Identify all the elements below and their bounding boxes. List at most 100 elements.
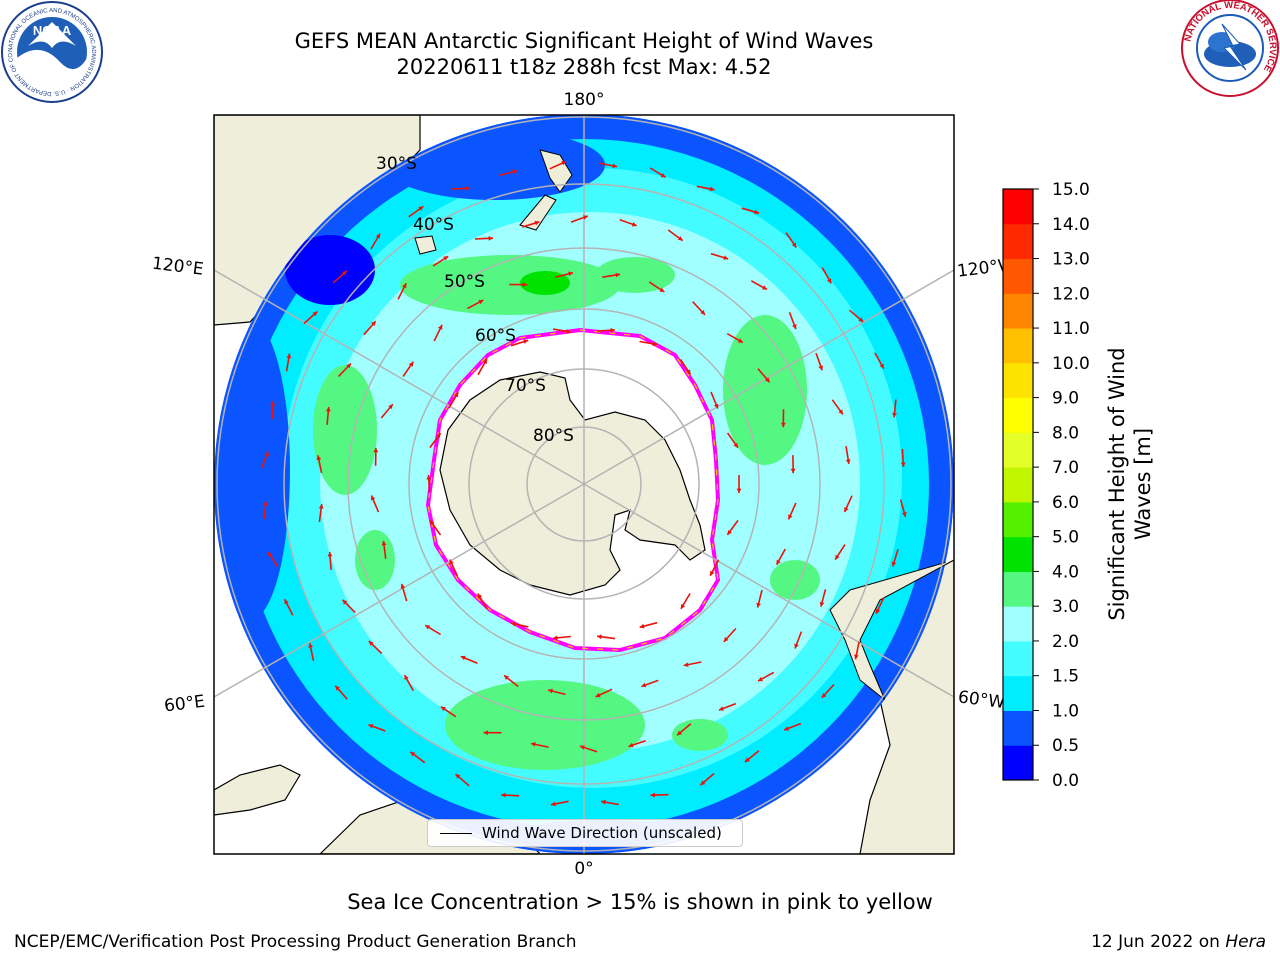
wind-wave-arrow-head bbox=[368, 641, 374, 646]
colorbar-ticks: 0.0 0.5 1.0 1.5 2.0 3.0 4.0 5.0 6.0 7.0 8.0 9.0 10.0… bbox=[1033, 180, 1090, 791]
wind-wave-arrow-head bbox=[523, 339, 529, 344]
nws-logo: NATIONAL WEATHER SERVICE bbox=[1181, 0, 1279, 97]
colorbar-tick-label: 9.0 bbox=[1052, 389, 1079, 409]
wind-wave-arrow-head bbox=[404, 675, 409, 680]
wind-wave-arrow-head bbox=[756, 602, 761, 608]
colorbar-tick-label: 1.0 bbox=[1052, 701, 1079, 721]
colorbar-tick-label: 3.0 bbox=[1052, 597, 1079, 617]
wind-wave-arrow-head bbox=[612, 163, 618, 169]
wind-wave-arrow-head bbox=[892, 412, 897, 418]
wind-wave-arrow-head bbox=[788, 514, 793, 520]
wind-wave-arrow-head bbox=[736, 488, 742, 493]
wind-wave-arrow-head bbox=[628, 742, 634, 748]
wind-wave-arrow-head bbox=[827, 278, 832, 284]
colorbar-tick-label: 8.0 bbox=[1052, 423, 1079, 443]
colorbar-bin bbox=[1003, 501, 1033, 538]
wind-wave-arrow-head bbox=[477, 593, 483, 599]
colorbar-label-line2: Waves [m] bbox=[1131, 428, 1155, 540]
wind-wave-arrow-head bbox=[677, 236, 683, 241]
noaa-logo-text: NOAA bbox=[33, 23, 72, 38]
wind-wave-arrow-head bbox=[426, 475, 432, 480]
wind-wave-arrow-head bbox=[818, 365, 823, 371]
wind-wave-arrow-head bbox=[346, 363, 351, 369]
wind-wave-arrow-head bbox=[316, 455, 322, 461]
wind-wave-arrow-head bbox=[312, 311, 318, 317]
colorbar-bin bbox=[1003, 536, 1033, 572]
lat-label-70s: 70°S bbox=[505, 376, 546, 396]
wind-wave-arrow-head bbox=[566, 329, 571, 334]
colorbar-tick-label: 15.0 bbox=[1052, 180, 1090, 200]
lat-label-80s: 80°S bbox=[533, 426, 574, 446]
wind-wave-arrow-head bbox=[568, 271, 573, 277]
wind-wave-arrow-head bbox=[838, 409, 843, 415]
wind-wave-arrow-head bbox=[615, 272, 621, 278]
wind-wave-arrow-head bbox=[794, 643, 799, 649]
wind-wave-arrow-head bbox=[580, 745, 585, 750]
wind-wave-arrow-head bbox=[709, 186, 715, 192]
wind-wave-arrow-head bbox=[700, 309, 705, 315]
wind-wave-arrow-head bbox=[776, 559, 781, 565]
colorbar-bin bbox=[1003, 328, 1033, 364]
chart-subtitle: 20220611 t18z 288h fcst Max: 4.52 bbox=[396, 55, 772, 79]
wind-wave-arrow-head bbox=[512, 169, 518, 175]
lon-label-0: 0° bbox=[574, 859, 593, 879]
noaa-logo: NOAA NATIONAL OCEANIC AND ATMOSPHERIC AD… bbox=[0, 0, 103, 103]
wind-wave-arrow-head bbox=[370, 495, 376, 501]
colorbar-bin bbox=[1003, 606, 1033, 642]
wind-wave-arrows bbox=[260, 160, 907, 807]
wind-wave-arrow-head bbox=[727, 530, 732, 535]
wind-wave-arrow-head bbox=[534, 220, 540, 226]
wind-wave-arrow-head bbox=[650, 792, 655, 798]
wind-wave-arrow-head bbox=[601, 799, 606, 805]
colorbar-tick-label: 0.0 bbox=[1052, 771, 1079, 791]
colorbar-tick-label: 11.0 bbox=[1052, 319, 1090, 339]
wind-wave-arrow-head bbox=[483, 730, 488, 736]
lon-label-120e: 120°E bbox=[151, 254, 205, 280]
colorbar-bin bbox=[1003, 362, 1033, 399]
lat-label-50s: 50°S bbox=[444, 272, 485, 292]
wind-wave-arrow-head bbox=[263, 501, 268, 506]
wind-wave-arrow-head bbox=[440, 706, 446, 712]
wind-wave-arrow-head bbox=[327, 551, 333, 557]
wind-wave-arrow-head bbox=[270, 401, 275, 406]
wind-wave-arrow-head bbox=[408, 361, 414, 367]
colorbar-bin bbox=[1003, 467, 1033, 503]
lat-label-40s: 40°S bbox=[413, 215, 454, 235]
wind-wave-arrow-head bbox=[284, 599, 289, 605]
colorbar-tick-label: 6.0 bbox=[1052, 493, 1079, 513]
wind-wave-arrow-head bbox=[639, 623, 645, 629]
wind-wave-arrow-head bbox=[819, 601, 825, 607]
wind-wave-arrow-head bbox=[488, 236, 493, 241]
wind-wave-arrow-head bbox=[553, 635, 558, 641]
colorbar-tick-label: 13.0 bbox=[1052, 250, 1090, 270]
graticule bbox=[214, 115, 954, 854]
map-legend: Wind Wave Direction (unscaled) bbox=[427, 819, 743, 847]
wind-wave-arrow-head bbox=[835, 554, 840, 560]
wind-wave-arrow-head bbox=[308, 643, 313, 648]
colorbar-tick-label: 4.0 bbox=[1052, 562, 1079, 582]
wind-wave-arrow-head bbox=[686, 369, 691, 375]
wind-wave-arrow-head bbox=[844, 507, 849, 513]
colorbar-tick-label: 5.0 bbox=[1052, 528, 1079, 548]
colorbar-bin bbox=[1003, 745, 1033, 781]
wind-wave-arrow-head bbox=[501, 792, 506, 798]
colorbar-label-line1: Significant Height of Wind bbox=[1105, 347, 1129, 620]
wind-wave-arrow-head bbox=[713, 403, 719, 409]
wind-wave-arrow-head bbox=[821, 692, 827, 698]
wind-wave-arrow-head bbox=[548, 688, 553, 694]
colorbar-tick-label: 2.0 bbox=[1052, 632, 1079, 652]
wind-wave-arrow-head bbox=[781, 422, 786, 428]
colorbar-tick-label: 10.0 bbox=[1052, 354, 1090, 374]
colorbar-bin bbox=[1003, 432, 1033, 468]
wind-wave-arrow-head bbox=[791, 242, 797, 248]
wind-wave-arrow-head bbox=[762, 285, 767, 290]
wind-wave-arrow-head bbox=[531, 742, 536, 747]
colorbar-frame bbox=[1002, 188, 1034, 781]
wind-wave-arrow-head bbox=[583, 215, 588, 220]
wind-wave-arrow-head bbox=[792, 324, 797, 330]
colorbar-tick-label: 0.5 bbox=[1052, 736, 1079, 756]
wind-wave-arrow-head bbox=[845, 459, 851, 464]
wind-wave-arrow-head bbox=[335, 685, 340, 691]
wind-wave-arrow-head bbox=[680, 603, 686, 609]
